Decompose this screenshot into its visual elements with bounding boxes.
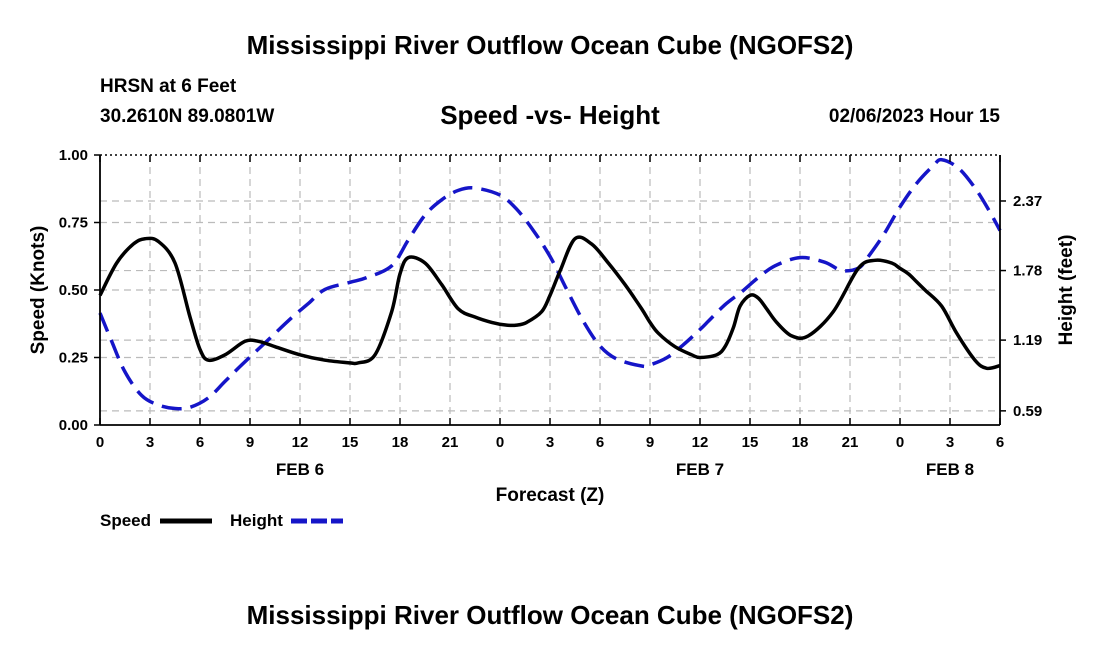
chart-grid [100,155,1000,425]
y-tick-label: 1.00 [59,147,88,164]
x-tick-label: 15 [742,434,759,451]
date-label: FEB 6 [276,460,324,479]
date-label: FEB 7 [676,460,724,479]
chart-legend: Speed Height [100,511,343,530]
y2-tick-label: 2.37 [1013,193,1042,210]
x-tick-label: 6 [196,434,204,451]
station-label: HRSN at 6 Feet [100,76,237,97]
x-tick-label: 3 [546,434,554,451]
x-tick-label: 18 [792,434,809,451]
legend-speed-label: Speed [100,511,151,530]
station-coordinates: 30.2610N 89.0801W [100,106,275,127]
x-tick-label: 12 [692,434,709,451]
y2-tick-label: 1.78 [1013,263,1042,280]
forecast-datetime: 02/06/2023 Hour 15 [828,106,1000,127]
x-tick-label: 0 [896,434,904,451]
x-tick-label: 6 [996,434,1004,451]
y-tick-label: 0.50 [59,282,88,299]
chart-series [98,157,1002,411]
chart-subtitle: Speed -vs- Height [440,100,660,130]
x-tick-label: 6 [596,434,604,451]
x-tick-label: 9 [246,434,254,451]
y-axis-title: Speed (Knots) [28,226,49,355]
y-tick-label: 0.00 [59,417,88,434]
x-tick-label: 21 [842,434,859,451]
x-tick-label: 15 [342,434,359,451]
footer-title: Mississippi River Outflow Ocean Cube (NG… [246,600,854,630]
x-tick-label: 0 [96,434,104,451]
x-tick-label: 21 [442,434,459,451]
y2-tick-label: 1.19 [1013,332,1042,349]
y-tick-label: 0.25 [59,350,88,367]
x-tick-label: 0 [496,434,504,451]
x-tick-label: 18 [392,434,409,451]
x-tick-label: 3 [946,434,954,451]
x-tick-label: 3 [146,434,154,451]
x-tick-label: 12 [292,434,309,451]
speed-series-line [98,235,1001,371]
x-axis-title: Forecast (Z) [496,485,605,506]
chart-main-title: Mississippi River Outflow Ocean Cube (NG… [246,30,854,60]
height-series-line [98,157,1002,411]
y2-axis-title: Height (feet) [1056,235,1077,346]
date-label: FEB 8 [926,460,974,479]
legend-height-label: Height [230,511,283,530]
y-tick-label: 0.75 [59,215,88,232]
chart-ticks: 0 3 6 9 12 15 18 21 0 3 6 9 12 15 18 21 0 3 6 0.00 0.25 0.50 0… [28,147,1077,506]
y2-tick-label: 0.59 [1013,403,1042,420]
x-tick-label: 9 [646,434,654,451]
